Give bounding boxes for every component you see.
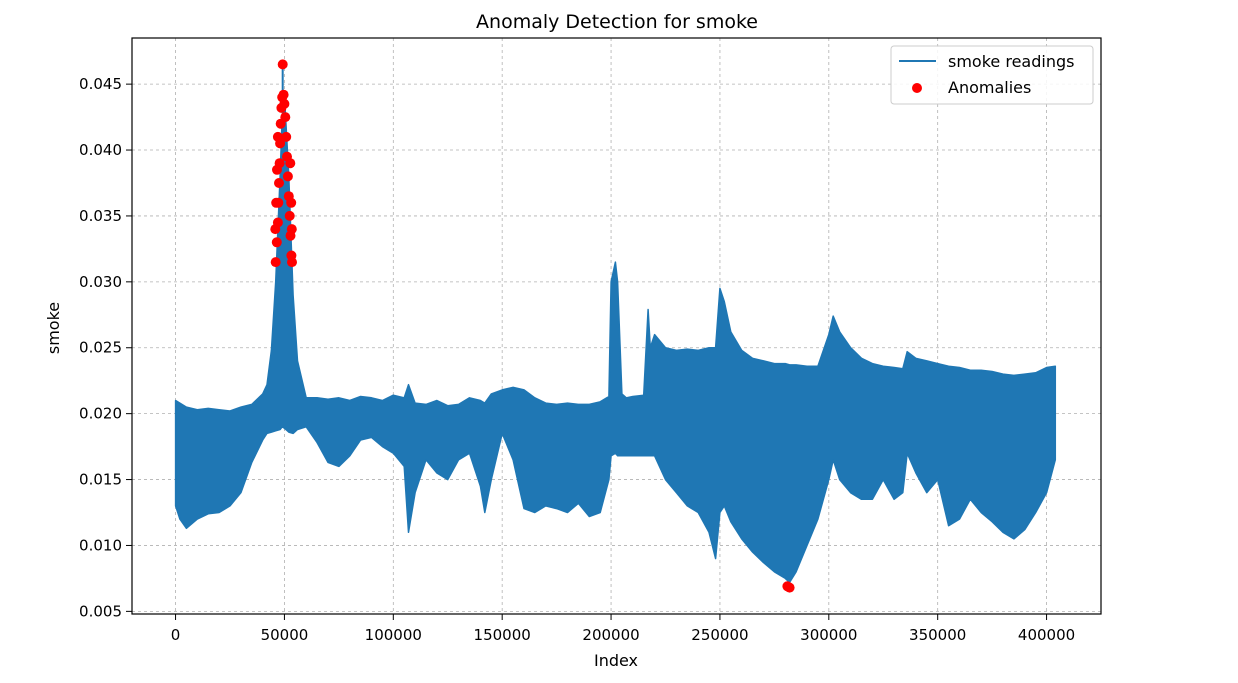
plot-area	[174, 64, 1057, 588]
anomaly-point	[271, 197, 282, 208]
legend-label-anomalies: Anomalies	[948, 78, 1031, 97]
y-tick-label: 0.040	[79, 141, 122, 159]
anomaly-point	[272, 164, 282, 175]
y-tick-label: 0.005	[79, 602, 122, 620]
y-axis-ticks: 0.005 0.010 0.015 0.020 0.025 0.030 0.035 0.040…	[79, 75, 132, 620]
anomaly-points	[270, 59, 795, 593]
anomaly-point	[272, 131, 283, 142]
smoke-readings-band	[174, 93, 1057, 584]
y-tick-label: 0.010	[79, 536, 122, 554]
anomaly-point	[277, 59, 288, 70]
y-tick-label: 0.020	[79, 405, 122, 423]
x-tick-label: 150000	[474, 626, 531, 644]
x-tick-label: 100000	[365, 626, 422, 644]
y-axis-label: smoke	[44, 302, 63, 354]
x-axis-label: Index	[594, 651, 638, 670]
legend-box	[890, 45, 1094, 105]
y-tick-label: 0.025	[79, 339, 122, 357]
anomaly-point	[281, 131, 292, 142]
y-tick-label: 0.030	[79, 273, 122, 291]
anomaly-point	[284, 210, 295, 221]
anomaly-point	[279, 98, 290, 109]
y-tick-label: 0.015	[79, 471, 122, 489]
x-axis-ticks: 0 50000 100000 150000 200000 250000 300000 3500…	[171, 614, 1075, 644]
chart-title: Anomaly Detection for smoke	[476, 11, 758, 33]
x-tick-label: 300000	[800, 626, 857, 644]
x-tick-label: 350000	[909, 626, 966, 644]
anomaly-point	[287, 257, 297, 268]
anomaly-point	[270, 257, 281, 268]
legend-label-readings: smoke readings	[948, 52, 1074, 71]
x-tick-label: 0	[171, 626, 181, 644]
anomaly-point	[285, 158, 296, 169]
legend: smoke readings Anomalies	[890, 45, 1094, 105]
anomaly-point	[286, 197, 297, 208]
x-tick-label: 400000	[1018, 626, 1075, 644]
anomaly-point	[270, 224, 281, 235]
anomaly-point	[278, 89, 289, 100]
x-tick-label: 200000	[582, 626, 639, 644]
legend-dot-marker	[912, 83, 922, 93]
anomaly-point	[784, 582, 795, 593]
x-tick-label: 50000	[261, 626, 309, 644]
anomaly-point	[286, 224, 297, 235]
anomaly-point	[274, 178, 284, 188]
anomaly-point	[271, 237, 282, 248]
anomaly-point	[282, 171, 293, 182]
x-tick-label: 250000	[691, 626, 748, 644]
y-tick-label: 0.045	[79, 75, 122, 93]
anomaly-point	[280, 112, 291, 123]
plot-frame	[131, 37, 1102, 615]
y-tick-label: 0.035	[79, 207, 122, 225]
